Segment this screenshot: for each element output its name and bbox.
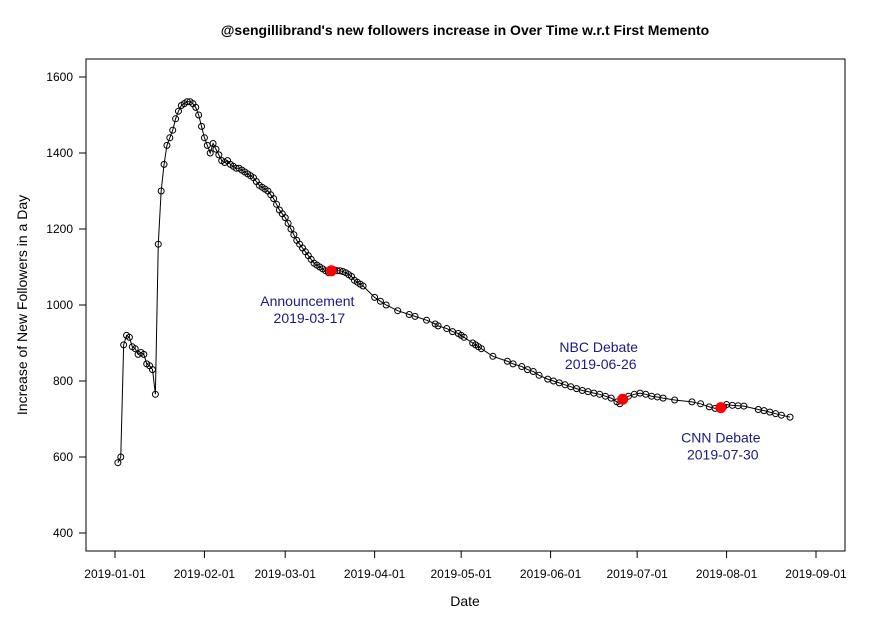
data-point: [117, 453, 125, 461]
data-point: [140, 350, 148, 358]
y-tick-label: 600: [53, 450, 73, 464]
data-point: [290, 231, 298, 239]
data-point: [518, 363, 526, 371]
data-point: [206, 149, 214, 157]
data-point: [154, 240, 162, 248]
data-point: [200, 134, 208, 142]
data-point: [163, 141, 171, 149]
x-tick-label: 2019-07-01: [606, 567, 668, 581]
x-tick-label: 2019-06-01: [520, 567, 582, 581]
data-point: [172, 115, 180, 123]
x-axis: 2019-01-01 2019-02-01 2019-03-01 2019-04-01…: [84, 550, 847, 581]
data-point: [284, 219, 292, 227]
y-tick-label: 800: [53, 374, 73, 388]
data-point: [125, 333, 133, 341]
y-axis-label: Increase of New Followers in a Day: [14, 195, 30, 415]
data-point: [786, 413, 794, 421]
data-point: [671, 396, 679, 404]
y-tick-label: 1600: [46, 70, 73, 84]
annotation-cnn-debate-date: 2019-07-30: [687, 447, 759, 463]
data-point: [166, 134, 174, 142]
data-point: [376, 297, 384, 305]
event-marker: [617, 393, 629, 405]
x-tick-label: 2019-09-01: [785, 567, 847, 581]
data-point: [423, 316, 431, 324]
data-point: [114, 459, 122, 467]
data-point: [273, 200, 281, 208]
annotation-cnn-debate-label: CNN Debate: [681, 430, 761, 446]
data-point: [198, 122, 206, 130]
data-point: [489, 352, 497, 360]
x-tick-label: 2019-03-01: [255, 567, 317, 581]
annotation-announcement-label: Announcement: [260, 293, 354, 309]
data-point: [740, 402, 748, 410]
data-point: [287, 225, 295, 233]
y-axis: 400 600 800 1000 1200 1400 1600: [46, 70, 87, 540]
data-point: [192, 103, 200, 111]
data-point: [697, 400, 705, 408]
data-point: [460, 333, 468, 341]
data-point: [174, 107, 182, 115]
data-point: [688, 398, 696, 406]
data-point: [160, 160, 168, 168]
data-point: [209, 140, 217, 147]
event-marker: [715, 402, 727, 414]
data-point: [477, 345, 485, 353]
data-point: [659, 394, 667, 402]
data-point: [411, 312, 419, 320]
x-tick-label: 2019-08-01: [696, 567, 758, 581]
data-point: [281, 214, 289, 222]
chart-title: @sengillibrand's new followers increase …: [221, 22, 709, 38]
y-tick-label: 1200: [46, 222, 73, 236]
x-axis-label: Date: [450, 593, 480, 609]
data-point: [212, 145, 220, 153]
x-tick-label: 2019-01-01: [84, 567, 146, 581]
data-point: [509, 360, 517, 368]
data-point: [215, 151, 223, 159]
data-point: [371, 293, 379, 301]
data-point: [169, 126, 177, 134]
data-point: [131, 345, 139, 353]
y-tick-label: 1000: [46, 298, 73, 312]
data-point: [443, 325, 451, 333]
data-point: [382, 301, 390, 309]
data-point: [394, 307, 402, 315]
x-tick-label: 2019-04-01: [344, 567, 406, 581]
y-tick-label: 400: [53, 526, 73, 540]
y-tick-label: 1400: [46, 146, 73, 160]
x-tick-label: 2019-02-01: [174, 567, 236, 581]
data-point: [607, 394, 615, 402]
data-point: [157, 187, 165, 195]
data-point: [503, 357, 511, 365]
data-point: [195, 111, 203, 119]
x-tick-label: 2019-05-01: [430, 567, 492, 581]
data-point: [777, 411, 785, 419]
annotation-nbc-debate-label: NBC Debate: [559, 339, 638, 355]
data-point: [120, 341, 128, 349]
annotation-announcement-date: 2019-03-17: [274, 310, 346, 326]
data-point: [270, 195, 278, 203]
data-point: [149, 366, 156, 374]
data-point: [535, 371, 543, 379]
data-point: [434, 322, 442, 330]
event-marker: [325, 265, 337, 277]
annotation-nbc-debate-date: 2019-06-26: [565, 356, 637, 372]
data-point: [151, 390, 159, 398]
data-point: [529, 368, 537, 375]
data-point: [359, 282, 367, 290]
